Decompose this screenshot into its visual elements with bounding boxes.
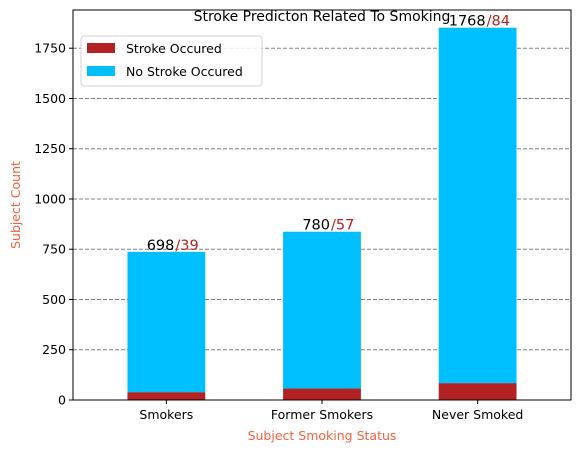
bar-no-stroke-occured xyxy=(127,251,206,393)
y-axis-ticks: 0 250 500 750 1000 1250 1500 1750 xyxy=(34,41,73,408)
legend-box xyxy=(80,35,263,87)
y-tick-label: 250 xyxy=(42,342,66,357)
annotation-no-stroke-count: 698 xyxy=(147,238,175,254)
annotation-stroke-count: /84 xyxy=(487,14,510,30)
x-tick-label: Never Smoked xyxy=(432,407,523,422)
x-axis-label: Subject Smoking Status xyxy=(248,428,397,443)
legend: Stroke Occured No Stroke Occured xyxy=(80,35,263,87)
legend-swatch-no-stroke xyxy=(87,66,115,76)
x-tick-label: Former Smokers xyxy=(271,407,373,422)
legend-label-no-stroke: No Stroke Occured xyxy=(126,64,243,79)
bar-no-stroke-occured xyxy=(283,231,361,389)
x-axis-ticks: Smokers Former Smokers Never Smoked xyxy=(139,400,523,422)
legend-label-stroke: Stroke Occured xyxy=(126,41,222,56)
y-tick-label: 750 xyxy=(42,242,66,257)
bars xyxy=(127,27,517,400)
y-tick-label: 1750 xyxy=(34,41,66,56)
y-tick-label: 1500 xyxy=(34,91,66,106)
y-tick-label: 1250 xyxy=(34,141,66,156)
bar-stroke-occured xyxy=(127,392,206,400)
annotation-stroke-count: /39 xyxy=(175,238,198,254)
x-tick-label: Smokers xyxy=(139,407,193,422)
y-tick-label: 500 xyxy=(42,292,66,307)
bar-stroke-occured xyxy=(438,383,517,400)
bar-annotations: 698/39 780/57 1768/84 xyxy=(147,14,510,254)
chart-title: Stroke Predicton Related To Smoking xyxy=(194,9,451,25)
y-tick-label: 0 xyxy=(58,393,66,408)
bar-no-stroke-occured xyxy=(438,27,517,384)
y-axis-label: Subject Count xyxy=(8,161,23,249)
annotation-no-stroke-count: 1768 xyxy=(449,14,486,30)
annotation-no-stroke-count: 780 xyxy=(302,218,330,234)
legend-swatch-stroke xyxy=(87,43,115,53)
y-tick-label: 1000 xyxy=(34,191,66,206)
annotation-stroke-count: /57 xyxy=(331,218,354,234)
bar-stroke-occured xyxy=(283,388,361,400)
